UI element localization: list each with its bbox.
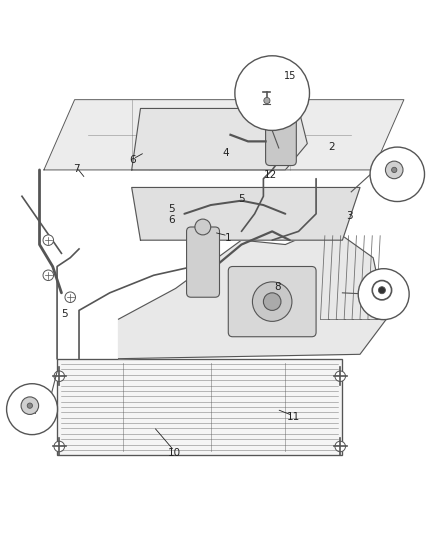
Circle shape (7, 384, 57, 434)
Text: 6: 6 (167, 215, 174, 225)
Circle shape (371, 280, 391, 300)
FancyBboxPatch shape (265, 117, 296, 166)
Text: 5: 5 (167, 205, 174, 214)
Circle shape (234, 56, 309, 131)
FancyBboxPatch shape (228, 266, 315, 337)
Circle shape (334, 441, 345, 452)
Circle shape (378, 287, 385, 294)
Text: 13: 13 (378, 290, 390, 301)
Text: 6: 6 (129, 155, 136, 165)
Circle shape (391, 167, 396, 173)
Circle shape (27, 403, 32, 408)
Circle shape (263, 98, 269, 103)
Circle shape (54, 441, 64, 452)
Text: 7: 7 (73, 164, 80, 174)
Circle shape (334, 371, 345, 382)
Circle shape (43, 235, 53, 245)
Text: 5: 5 (61, 309, 68, 319)
Circle shape (252, 282, 291, 321)
Circle shape (21, 397, 39, 415)
Text: 8: 8 (273, 282, 280, 292)
Text: 12: 12 (264, 170, 277, 180)
Circle shape (54, 371, 64, 382)
Circle shape (385, 161, 402, 179)
Polygon shape (131, 188, 359, 240)
Text: 14: 14 (25, 406, 38, 416)
Circle shape (369, 147, 424, 201)
Text: 15: 15 (283, 71, 295, 81)
Text: 9: 9 (392, 169, 399, 180)
Text: 10: 10 (167, 448, 180, 458)
Circle shape (263, 293, 280, 310)
Polygon shape (44, 100, 403, 170)
Circle shape (65, 292, 75, 303)
Circle shape (194, 219, 210, 235)
Text: 2: 2 (327, 142, 334, 152)
Circle shape (43, 270, 53, 280)
Circle shape (357, 269, 408, 320)
Text: 4: 4 (222, 148, 229, 158)
Text: 5: 5 (237, 194, 244, 204)
Text: 11: 11 (286, 412, 299, 422)
FancyBboxPatch shape (57, 359, 342, 455)
Polygon shape (118, 231, 385, 359)
FancyBboxPatch shape (186, 227, 219, 297)
Text: 1: 1 (224, 232, 231, 243)
Text: 3: 3 (345, 211, 352, 221)
Polygon shape (131, 108, 307, 170)
